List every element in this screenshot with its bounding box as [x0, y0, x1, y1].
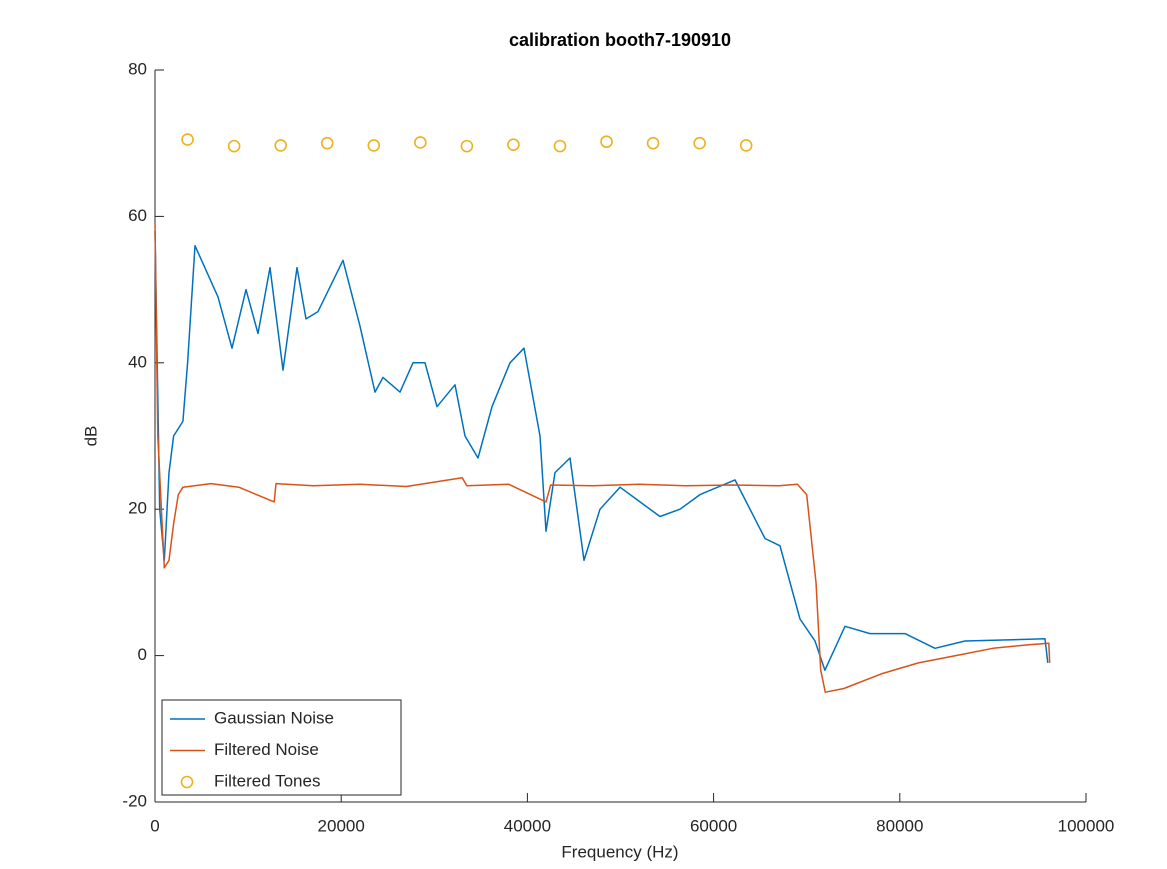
tone-marker	[181, 133, 194, 146]
chart-title: calibration booth7-190910	[509, 30, 731, 50]
legend-label: Filtered Tones	[214, 771, 320, 790]
y-tick-label: 40	[128, 352, 147, 371]
y-tick-label: -20	[122, 791, 147, 810]
legend-label: Gaussian Noise	[214, 708, 334, 727]
tone-marker	[227, 139, 241, 153]
tone-marker	[739, 139, 753, 152]
tone-marker	[646, 136, 660, 150]
tone-marker	[320, 136, 334, 150]
y-tick-label: 80	[128, 59, 147, 78]
x-axis-label: Frequency (Hz)	[561, 842, 678, 861]
x-tick-label: 20000	[318, 816, 365, 835]
y-tick-label: 0	[138, 645, 147, 664]
y-tick-label: 60	[128, 206, 147, 225]
tone-marker	[414, 136, 427, 149]
x-tick-label: 0	[150, 816, 159, 835]
tone-marker	[460, 139, 474, 153]
legend-box	[161, 699, 402, 796]
tone-marker	[274, 139, 287, 152]
x-tick-label: 80000	[876, 816, 923, 835]
tone-marker	[600, 135, 613, 149]
legend-label: Filtered Noise	[214, 740, 319, 759]
tone-marker	[507, 138, 520, 151]
x-tick-label: 60000	[690, 816, 737, 835]
tone-marker	[367, 139, 381, 152]
tone-marker	[693, 136, 706, 150]
tone-marker	[553, 139, 567, 153]
y-tick-label: 20	[128, 499, 147, 518]
series-line	[154, 230, 1049, 671]
legend-marker	[180, 775, 194, 789]
y-axis-label: dB	[81, 426, 100, 447]
series-line	[154, 223, 1051, 693]
x-tick-label: 100000	[1058, 816, 1115, 835]
x-tick-label: 40000	[504, 816, 551, 835]
